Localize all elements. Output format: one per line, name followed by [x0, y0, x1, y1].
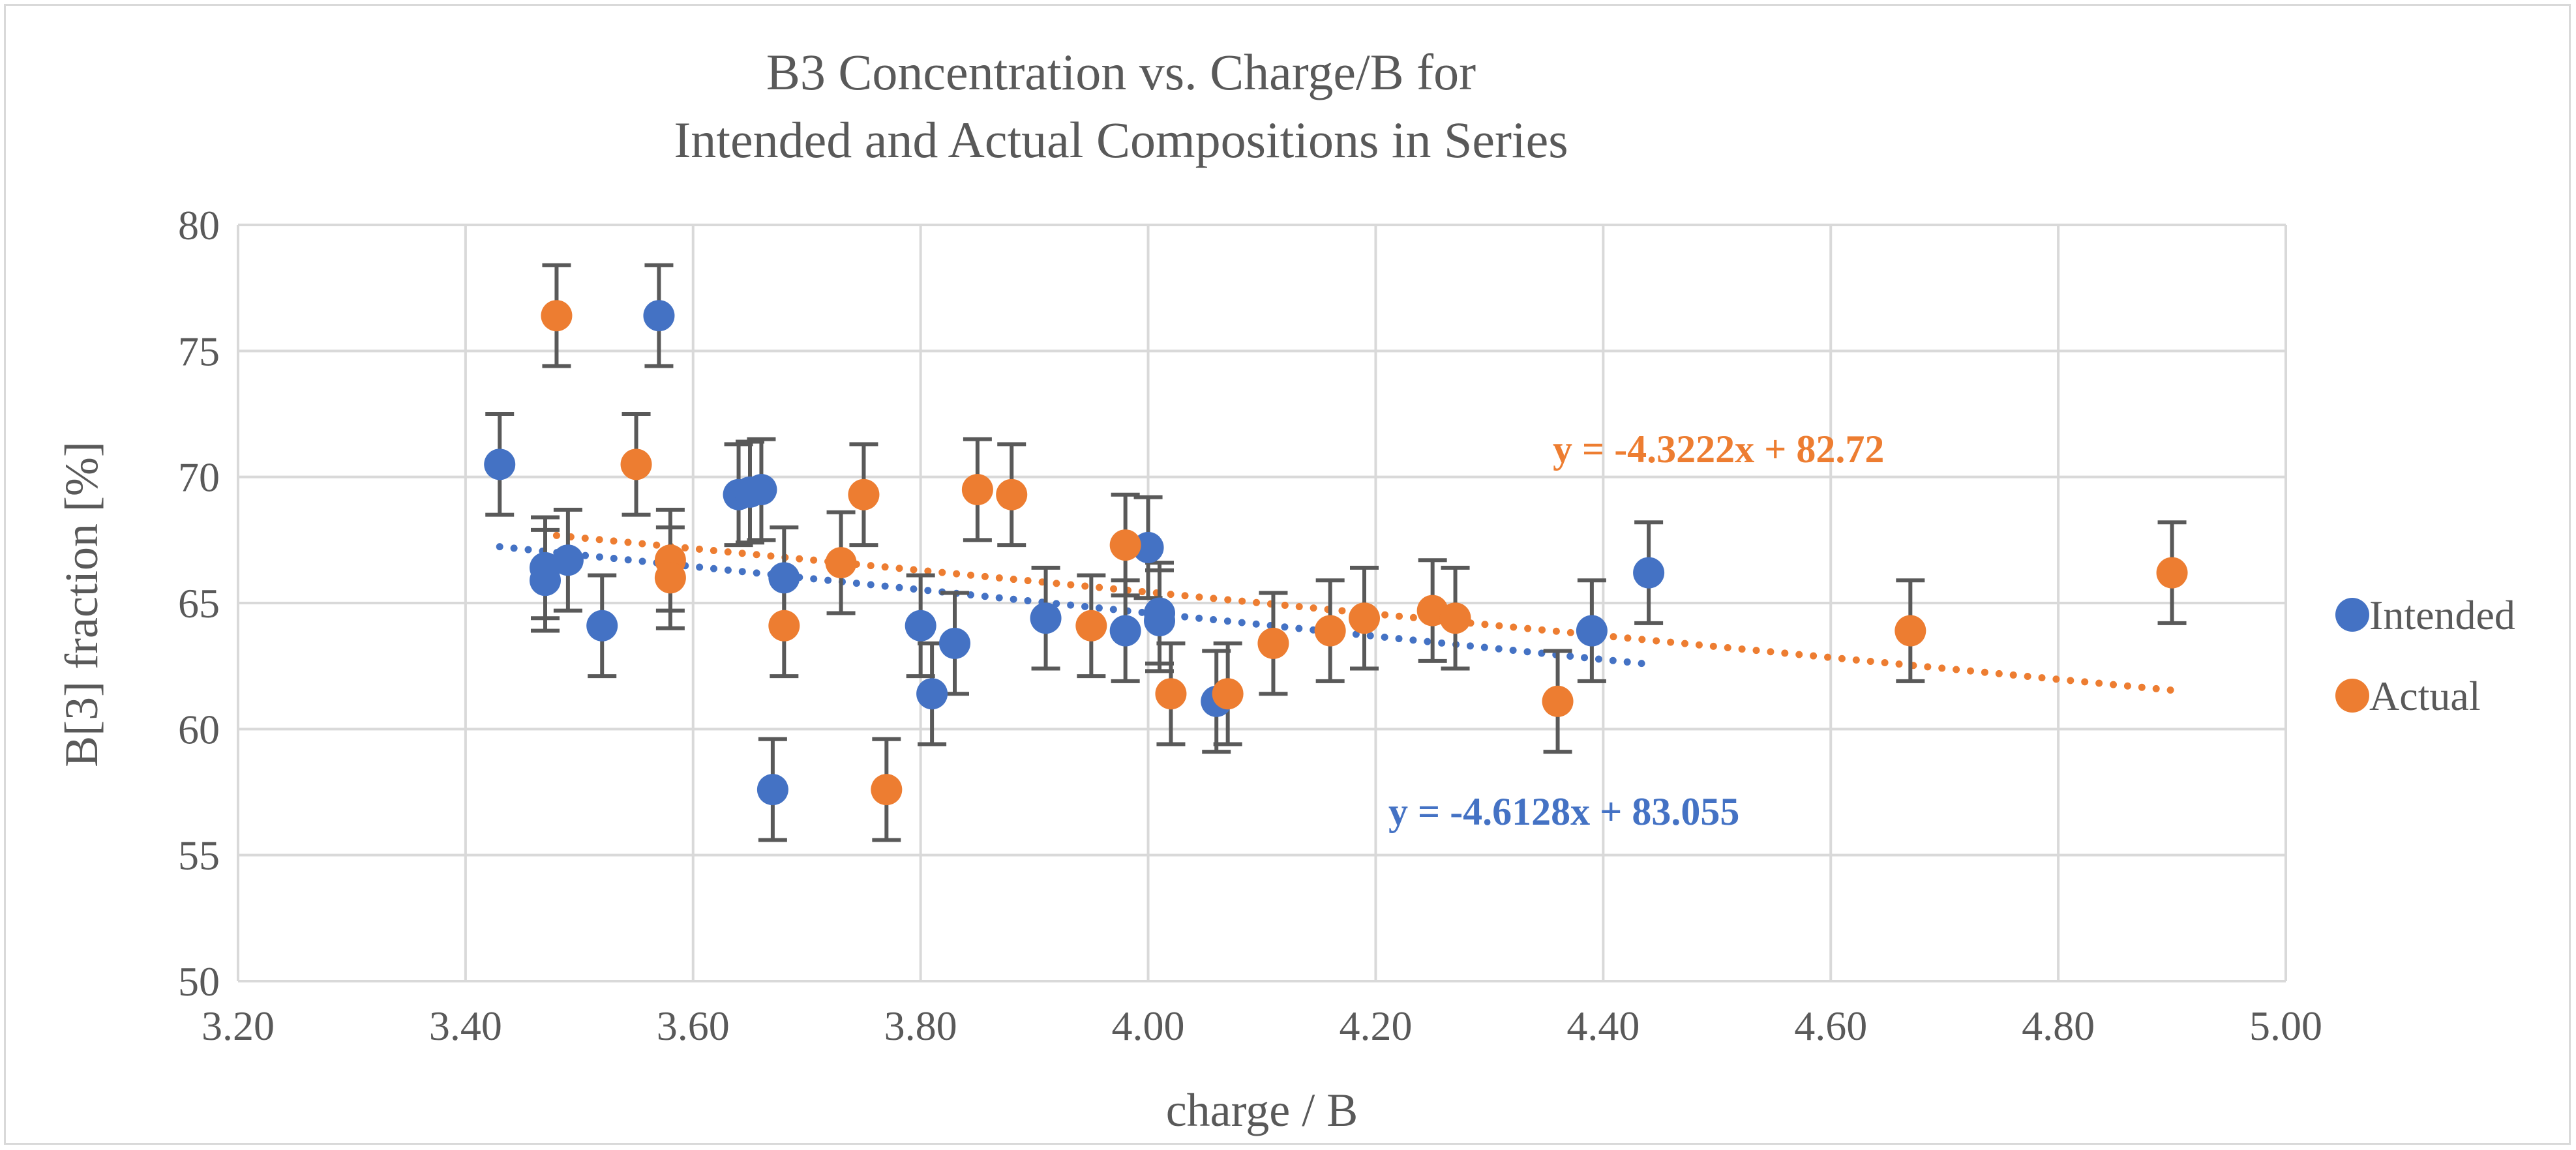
- trendline-equations: y = -4.6128x + 83.055 y = -4.3222x + 82.…: [1388, 428, 1884, 833]
- x-tick-label: 4.20: [1339, 1003, 1412, 1049]
- actual-data-point: [1542, 685, 1574, 717]
- legend: Intended Actual: [2335, 592, 2515, 719]
- intended-trend-equation: y = -4.6128x + 83.055: [1388, 790, 1739, 833]
- chart-container: 3.20 3.40 3.60 3.80 4.00 4.20 4.40 4.60 4.80 5.00…: [4, 4, 2571, 1145]
- intended-data-point: [552, 544, 584, 576]
- actual-data-point: [1257, 627, 1289, 659]
- y-tick-label: 70: [178, 454, 220, 501]
- actual-data-point: [825, 547, 857, 579]
- actual-data-point: [2156, 557, 2188, 589]
- x-tick-label: 3.80: [884, 1003, 957, 1049]
- intended-data-point: [1132, 531, 1164, 563]
- y-axis-title: B[3] fraction [%]: [55, 441, 108, 767]
- scatter-chart: 3.20 3.40 3.60 3.80 4.00 4.20 4.40 4.60 4.80 5.00…: [55, 44, 2515, 1136]
- actual-data-point: [871, 774, 903, 806]
- y-tick-label: 65: [178, 580, 220, 627]
- x-tick-label: 4.00: [1112, 1003, 1185, 1049]
- grid-lines: [237, 224, 2287, 982]
- intended-data-point: [586, 610, 618, 641]
- actual-trend-equation: y = -4.3222x + 82.72: [1553, 428, 1884, 471]
- actual-data-point: [1349, 602, 1380, 634]
- legend-label-intended: Intended: [2369, 592, 2515, 638]
- y-tick-label: 55: [178, 833, 220, 879]
- actual-data-point: [1895, 615, 1926, 647]
- actual-data-point: [1212, 678, 1244, 710]
- y-tick-label: 80: [178, 202, 220, 248]
- y-tick-label: 60: [178, 706, 220, 752]
- y-tick-label: 50: [178, 958, 220, 1005]
- data-points: [484, 300, 2188, 806]
- legend-label-actual: Actual: [2369, 673, 2481, 719]
- legend-item-intended: Intended: [2335, 592, 2515, 638]
- x-tick-label: 4.80: [2022, 1003, 2095, 1049]
- intended-data-point: [643, 300, 675, 332]
- intended-data-point: [530, 565, 561, 597]
- intended-data-point: [1144, 605, 1175, 637]
- chart-title-line-2: Intended and Actual Compositions in Seri…: [674, 111, 1568, 168]
- x-tick-label: 3.20: [202, 1003, 275, 1049]
- legend-item-actual: Actual: [2335, 673, 2481, 719]
- intended-data-point: [905, 610, 936, 641]
- actual-data-point: [1109, 529, 1141, 561]
- x-tick-label: 4.40: [1566, 1003, 1640, 1049]
- trendlines: [496, 531, 2176, 694]
- x-tick-label: 5.00: [2249, 1003, 2322, 1049]
- actual-data-point: [1075, 610, 1107, 641]
- intended-data-point: [745, 474, 777, 505]
- chart-title-line-1: B3 Concentration vs. Charge/B for: [766, 44, 1476, 100]
- legend-marker-actual: [2335, 679, 2369, 713]
- intended-data-point: [1030, 602, 1062, 634]
- intended-data-point: [756, 774, 788, 806]
- intended-data-point: [1109, 615, 1141, 647]
- intended-data-point: [1576, 615, 1608, 647]
- intended-data-point: [1633, 557, 1665, 589]
- actual-data-point: [1314, 615, 1346, 647]
- actual-data-point: [848, 479, 880, 510]
- legend-marker-intended: [2335, 598, 2369, 632]
- actual-data-point: [541, 300, 573, 332]
- actual-data-point: [996, 479, 1028, 510]
- actual-data-point: [1155, 678, 1187, 710]
- intended-data-point: [768, 562, 800, 594]
- intended-data-point: [916, 678, 948, 710]
- y-tick-label: 75: [178, 328, 220, 374]
- intended-data-point: [939, 627, 970, 659]
- tick-labels: 3.20 3.40 3.60 3.80 4.00 4.20 4.40 4.60 4.80 5.00…: [178, 202, 2322, 1049]
- x-tick-label: 3.40: [429, 1003, 502, 1049]
- x-tick-label: 3.60: [657, 1003, 730, 1049]
- actual-data-point: [961, 474, 993, 505]
- actual-data-point: [620, 449, 652, 480]
- intended-data-point: [484, 449, 516, 480]
- x-axis-title: charge / B: [1166, 1084, 1358, 1136]
- actual-data-point: [768, 610, 800, 641]
- x-tick-label: 4.60: [1794, 1003, 1867, 1049]
- actual-data-point: [1439, 602, 1471, 634]
- actual-data-point: [654, 562, 686, 594]
